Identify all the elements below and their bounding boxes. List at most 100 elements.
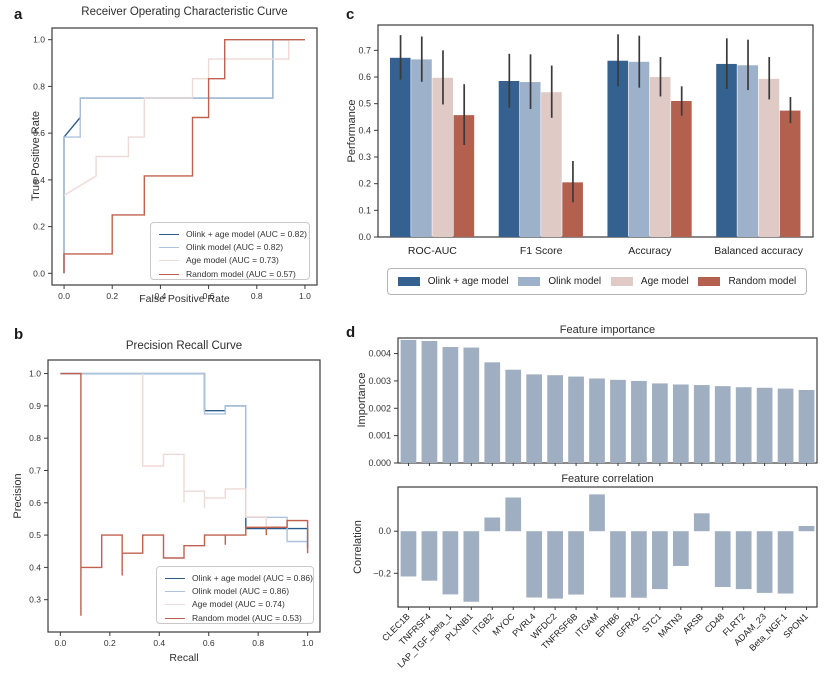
legend-pr-item-age-model: Age model (AUC = 0.74) <box>165 598 305 611</box>
bar-FLRT2 <box>735 387 752 463</box>
y-tick-label: 0.7 <box>29 465 41 475</box>
bar-ITGAM <box>589 378 605 463</box>
y-tick-label: 0.6 <box>29 498 41 508</box>
bar-LAP_TGF_beta_1 <box>442 531 459 595</box>
y-tick-label: 0.4 <box>33 175 45 185</box>
y-tick-label: 0.8 <box>29 433 41 443</box>
legend-label-age-model: Age model (AUC = 0.73) <box>186 255 279 266</box>
y-tick-label: 0.0 <box>378 526 391 536</box>
bar-TNFRSF4 <box>421 531 438 581</box>
y-tick-label: 0.003 <box>368 376 391 386</box>
roc-xlabel: False Positive Rate <box>139 293 230 305</box>
legend-label-olink-model: Olink model <box>548 276 602 287</box>
y-tick-label: 0.1 <box>358 205 371 215</box>
legend-label-olink-age-model: Olink + age model (AUC = 0.86) <box>192 573 313 583</box>
bar-MYOC <box>505 497 522 532</box>
bar-TNFRSF6B <box>568 376 584 463</box>
y-tick-label: 0.9 <box>29 401 41 411</box>
legend-swatch-random-model <box>159 273 179 275</box>
bar-ITGB2 <box>484 517 501 532</box>
y-tick-label: 0.6 <box>33 128 45 138</box>
y-tick-label: 0.0 <box>358 232 371 242</box>
bar-PLXNB1 <box>463 347 480 463</box>
legend-swatch-olink-model <box>165 591 185 593</box>
bar-CD48 <box>714 531 731 587</box>
bar-CD48 <box>714 386 731 463</box>
bar-PVRL4 <box>526 374 543 463</box>
bar-olink-model-Balanced accuracy <box>737 65 759 238</box>
bar-SPON1 <box>798 389 815 463</box>
y-tick-label: 0.4 <box>29 562 41 572</box>
axes-box <box>51 27 318 286</box>
legend-swatch-olink-age-model <box>165 578 185 580</box>
bar-CLEC1B <box>400 531 417 577</box>
legend-swatch-random-model <box>698 277 721 286</box>
bar-olink-age-model-Accuracy <box>607 60 629 237</box>
x-tick-label: 0.4 <box>153 638 165 648</box>
y-tick-label: 0.8 <box>33 81 45 91</box>
performance-ylabel: Performance <box>346 99 358 163</box>
legend-swatch-olink-model <box>159 247 179 249</box>
x-tick-label: 0.8 <box>251 291 263 301</box>
bar-GFRA2 <box>631 380 647 463</box>
bar-TNFRSF6B <box>568 531 584 595</box>
bar-age-model-Accuracy <box>649 77 671 237</box>
legend-roc-item-olink-model: Olink model (AUC = 0.82) <box>159 241 301 254</box>
bar-ITGAM <box>589 494 605 532</box>
bar-MATN3 <box>672 384 689 463</box>
legend-perf-item-random-model: Random model <box>698 276 796 287</box>
bar-olink-model-ROC-AUC <box>411 59 432 238</box>
legend-pr-item-random-model: Random model (AUC = 0.53) <box>165 612 305 625</box>
bar-olink-age-model-ROC-AUC <box>389 57 411 237</box>
bar-MYOC <box>505 369 522 463</box>
y-tick-label: 0.000 <box>368 458 391 468</box>
x-tick-label: 1.0 <box>302 638 314 648</box>
legend-swatch-olink-age-model <box>397 277 420 286</box>
category-label: Accuracy <box>628 245 672 257</box>
performance-legend: Olink + age model Olink model Age model Ran… <box>387 268 807 295</box>
y-tick-label: 0.3 <box>29 595 41 605</box>
legend-label-random-model: Random model <box>728 276 797 287</box>
bar-FLRT2 <box>735 531 752 590</box>
bar-LAP_TGF_beta_1 <box>442 347 459 463</box>
importance-title: Feature importance <box>559 324 656 336</box>
x-tick-label: 0.0 <box>58 291 70 301</box>
roc-legend: Olink + age model (AUC = 0.82) Olink mode… <box>150 222 310 280</box>
bar-random-model-Accuracy <box>671 101 692 237</box>
category-label: Balanced accuracy <box>714 245 803 257</box>
legend-swatch-age-model <box>159 260 179 262</box>
legend-label-olink-age-model: Olink + age model <box>427 276 509 287</box>
x-tick-label: 0.0 <box>54 638 66 648</box>
legend-perf-item-olink-age-model: Olink + age model <box>397 276 509 287</box>
correlation-ylabel: Correlation <box>352 520 364 574</box>
bar-ADAM_23 <box>756 531 773 593</box>
axes-box <box>377 24 814 238</box>
pr-xlabel: Recall <box>169 652 199 664</box>
axes-box <box>397 486 818 608</box>
bar-random-model-ROC-AUC <box>453 115 475 237</box>
legend-label-olink-model: Olink model (AUC = 0.82) <box>186 242 284 253</box>
y-tick-label: 0.0 <box>33 268 45 278</box>
roc-line-age-model <box>63 39 305 197</box>
pr-line-olink-model <box>60 372 309 549</box>
y-tick-label: 0.7 <box>358 45 371 55</box>
legend-label-olink-age-model: Olink + age model (AUC = 0.82) <box>186 229 307 239</box>
panel-label-d: d <box>346 324 356 341</box>
x-tick-label: 0.6 <box>203 638 215 648</box>
legend-pr-item-olink-model: Olink model (AUC = 0.86) <box>165 585 305 598</box>
y-tick-label: 0.2 <box>358 179 371 189</box>
bar-PVRL4 <box>526 531 543 598</box>
legend-swatch-random-model <box>165 617 185 619</box>
panel-label-a: a <box>14 6 23 23</box>
legend-perf-item-olink-model: Olink model <box>518 276 601 287</box>
panel-label-c: c <box>346 6 355 23</box>
bar-random-model-Balanced accuracy <box>779 110 801 237</box>
axes-box <box>47 359 321 633</box>
bar-WFDC2 <box>547 375 563 463</box>
bar-CLEC1B <box>400 339 417 463</box>
importance-ylabel: Importance <box>356 372 368 428</box>
x-tick-label: 0.2 <box>104 638 116 648</box>
